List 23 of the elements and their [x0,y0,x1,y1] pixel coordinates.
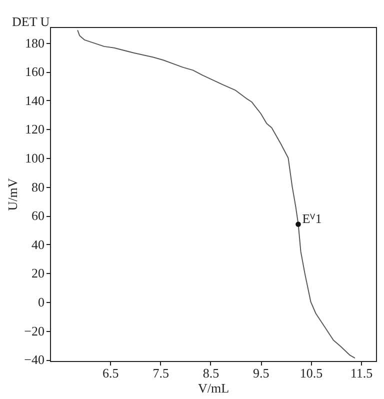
y-tick-label: 140 [25,92,44,108]
y-tick-label: 40 [32,236,44,252]
y-tick-label: 0 [38,294,44,310]
y-tick-label: 120 [25,122,44,137]
x-tick-label: 7.5 [152,366,169,380]
y-tick-label: 180 [25,35,44,50]
x-tick-label: 9.5 [253,366,270,380]
x-tick-label: 8.5 [202,366,220,380]
y-tick-label: 160 [25,64,44,80]
y-axis-title: U/mV [5,178,20,211]
y-tick-label: 80 [32,179,44,194]
y-tick-label: 60 [32,208,44,224]
x-axis-title: V/mL [198,380,230,396]
y-tick-label: −40 [24,352,44,368]
annotation: Eⱽ1 [302,211,322,226]
x-tick-label: 11.5 [350,366,373,380]
y-tick-label: −20 [24,323,44,338]
y-tick-label: 20 [32,266,44,281]
y-tick-label: 100 [25,150,44,166]
text: DET U [12,14,50,29]
x-tick-label: 10.5 [300,366,323,380]
line-series [77,30,356,359]
x-tick-label: 6.5 [102,366,119,380]
